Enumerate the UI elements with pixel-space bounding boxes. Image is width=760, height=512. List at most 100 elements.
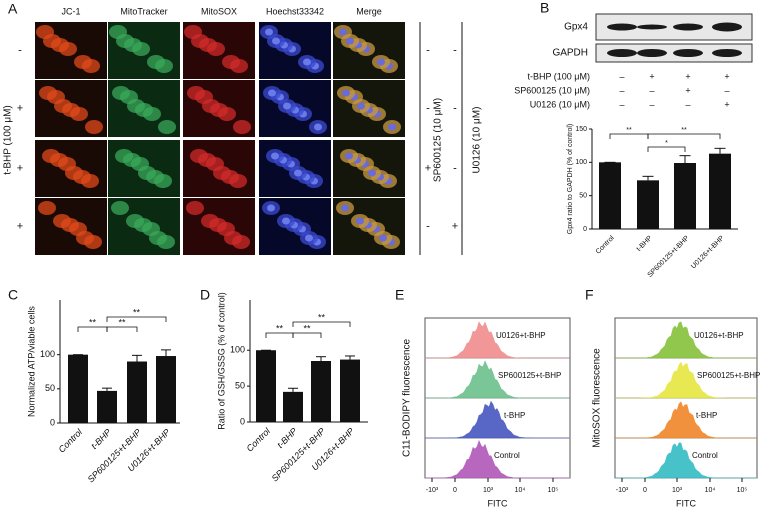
nucleus	[265, 28, 273, 36]
histogram-label: t-BHP	[696, 411, 717, 420]
sign: +	[17, 102, 23, 114]
histogram-label: U0126+t-BHP	[694, 331, 744, 340]
column-header: MitoTracker	[120, 6, 167, 16]
histogram	[615, 401, 757, 439]
histogram-label: SP600125+t-BHP	[697, 371, 760, 380]
cell	[38, 201, 56, 215]
x-tick-label: 10⁵	[737, 487, 748, 494]
cell	[233, 120, 251, 134]
sign: +	[724, 71, 729, 81]
cell	[53, 214, 71, 228]
histogram-label: U0126+t-BHP	[496, 331, 546, 340]
error-bar	[345, 355, 355, 360]
x-tick-label: SP600125+t-BHP	[86, 427, 143, 484]
significance-bracket	[647, 133, 721, 139]
nucleus	[342, 89, 350, 97]
cell	[116, 34, 134, 48]
significance-label: **	[89, 317, 97, 327]
bar	[97, 390, 117, 423]
error-bar	[132, 354, 142, 362]
histogram	[615, 361, 757, 399]
y-tick-label: 50	[235, 380, 245, 390]
sign: –	[649, 85, 654, 95]
sign: –	[649, 99, 654, 109]
bar	[311, 361, 331, 422]
cell	[112, 86, 130, 100]
column-header: Hoechst33342	[266, 6, 324, 16]
row-label: t-BHP (100 μM)	[3, 105, 14, 174]
x-tick-label: 10⁴	[705, 487, 716, 494]
x-tick-label: t-BHP	[275, 426, 299, 450]
significance-label: *	[665, 140, 668, 147]
sign: +	[452, 220, 458, 232]
band	[712, 22, 742, 32]
nucleus	[294, 169, 302, 177]
nucleus	[368, 169, 376, 177]
nucleus	[345, 152, 353, 160]
sign: –	[685, 99, 690, 109]
sign: +	[17, 162, 23, 174]
sign: –	[724, 85, 729, 95]
significance-label: **	[276, 323, 284, 333]
significance-bracket	[292, 321, 351, 327]
cell	[85, 120, 103, 134]
sign: +	[649, 71, 654, 81]
nucleus	[356, 217, 364, 225]
nucleus	[268, 89, 276, 97]
x-axis-label: FITC	[488, 498, 508, 508]
blot-label: GAPDH	[552, 48, 588, 59]
bar	[674, 163, 696, 229]
sign: -	[426, 102, 430, 114]
significance-bracket	[106, 316, 167, 322]
nucleus	[314, 123, 322, 131]
sign: -	[453, 102, 457, 114]
histogram	[615, 321, 757, 359]
sign: +	[685, 71, 690, 81]
nucleus	[282, 217, 290, 225]
y-tick-label: 50	[45, 383, 55, 393]
bar	[637, 180, 659, 229]
panel-label: A	[8, 1, 18, 17]
cell	[39, 86, 57, 100]
cell	[42, 149, 60, 163]
error-bar	[316, 356, 326, 361]
cell	[222, 55, 240, 69]
panel-label: C	[8, 287, 18, 303]
row-label: SP600125 (10 μM)	[433, 98, 444, 182]
x-tick-label: t-BHP	[89, 427, 113, 451]
cell	[65, 166, 83, 180]
band	[673, 23, 703, 31]
significance-label: **	[303, 323, 311, 333]
panel-label: D	[200, 287, 210, 303]
x-tick-label: SP600125+t-BHP	[270, 426, 327, 483]
band	[607, 49, 637, 57]
x-tick-label: -10³	[616, 487, 629, 494]
histogram	[425, 360, 569, 399]
significance-label: **	[681, 127, 687, 134]
nucleus	[339, 28, 347, 36]
treatment-label: SP600125 (10 μM)	[514, 85, 590, 95]
bar	[127, 361, 147, 423]
x-tick-label: 10⁴	[515, 487, 526, 494]
significance-label: **	[626, 127, 632, 134]
x-tick-label: 10⁵	[548, 487, 559, 494]
sign: –	[619, 99, 624, 109]
significance-bracket	[265, 332, 294, 338]
significance-bracket	[609, 133, 649, 139]
y-tick-label: 0	[50, 417, 55, 427]
histogram	[615, 442, 757, 479]
cell	[126, 214, 144, 228]
cell	[147, 55, 165, 69]
significance-bracket	[292, 332, 322, 338]
significance-bracket	[647, 146, 686, 152]
y-tick-label: 100	[575, 159, 587, 166]
sign: +	[724, 99, 729, 109]
x-axis-label: FITC	[676, 498, 696, 508]
x-tick-label: -10³	[426, 487, 439, 494]
x-tick-label: U0126+t-BHP	[690, 235, 726, 271]
sign: -	[426, 220, 430, 232]
x-tick-label: 10³	[672, 487, 683, 494]
sign: -	[426, 44, 430, 56]
y-axis-label: C11-BODIPY fluorescence	[402, 339, 413, 457]
cell	[115, 149, 133, 163]
